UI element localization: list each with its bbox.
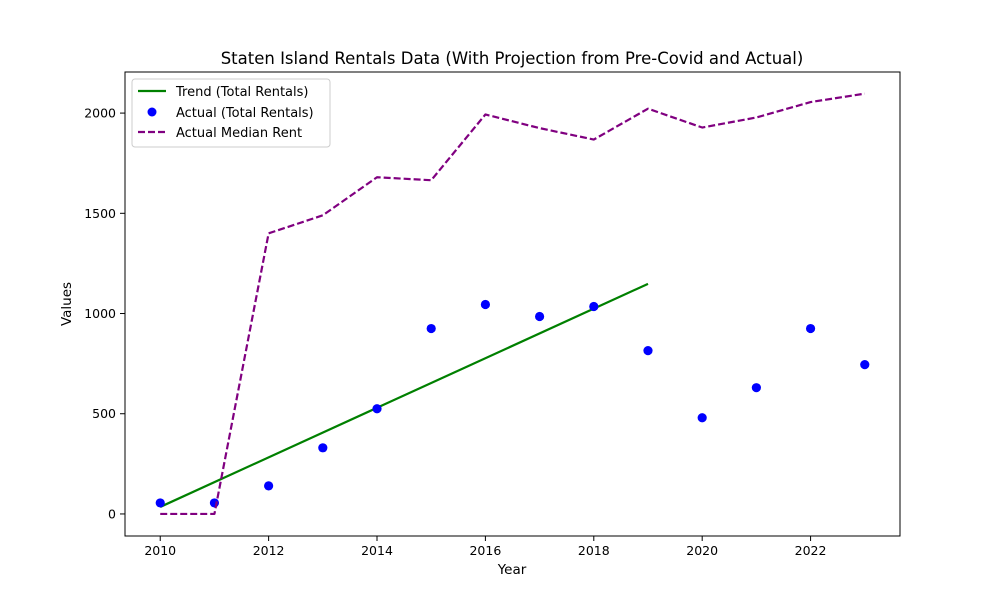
x-tick-label-2022: 2022	[795, 543, 827, 558]
scatter-point-2021	[751, 383, 761, 393]
scatter-point-2012	[264, 481, 274, 491]
chart-title: Staten Island Rentals Data (With Project…	[221, 49, 804, 68]
x-tick-label-2010: 2010	[144, 543, 176, 558]
x-tick-label-2020: 2020	[686, 543, 718, 558]
plot-layer	[155, 92, 870, 516]
series-line-trend-total-rentals	[159, 282, 649, 508]
ticks-layer: 2010 2012 2014 2016 2018 2020 2022 0 500 1000 1500…	[84, 106, 826, 558]
scatter-point-2023	[860, 360, 870, 370]
series-line-actual-median-rent	[160, 92, 865, 516]
scatter-point-2018	[589, 301, 599, 312]
scatter-point-2016	[480, 299, 491, 310]
scatter-point-2013	[318, 443, 328, 453]
legend-box	[131, 78, 331, 148]
x-tick-label-2014: 2014	[361, 543, 393, 558]
x-tick-label-2012: 2012	[253, 543, 285, 558]
x-axis-title: Year	[497, 562, 527, 578]
x-tick-label-2018: 2018	[578, 543, 610, 558]
scatter-point-2014	[372, 404, 382, 414]
legend-actual-total-label: Actual (Total Rentals)	[176, 106, 314, 121]
plot-frame	[124, 71, 901, 537]
scatter-point-2015	[426, 323, 436, 334]
scatter-point-2020	[697, 413, 707, 423]
y-tick-label-2000: 2000	[84, 106, 116, 121]
y-axis-title: Values	[59, 282, 75, 326]
x-tick-label-2016: 2016	[469, 543, 501, 558]
y-tick-label-1500: 1500	[84, 206, 116, 221]
y-tick-label-500: 500	[92, 406, 116, 421]
scatter-point-2017	[534, 311, 545, 322]
scatter-point-2019	[643, 346, 653, 356]
legend-actual-total-swatch	[147, 107, 157, 117]
scatter-point-2010	[155, 498, 165, 508]
legend-trend-label: Trend (Total Rentals)	[175, 85, 308, 100]
y-tick-label-0: 0	[108, 506, 116, 521]
legend-median-rent-label: Actual Median Rent	[176, 126, 302, 141]
scatter-point-2022	[805, 323, 816, 334]
legend: Trend (Total Rentals) Actual (Total Rent…	[131, 78, 331, 148]
y-tick-label-1000: 1000	[84, 306, 116, 321]
